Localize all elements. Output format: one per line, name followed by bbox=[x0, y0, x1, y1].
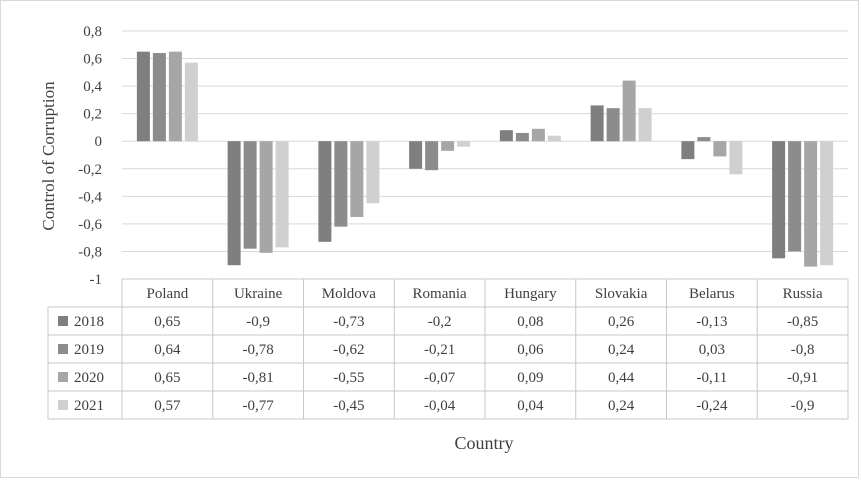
data-label: -0,9 bbox=[791, 398, 815, 414]
data-label: -0,62 bbox=[333, 342, 364, 358]
x-axis-label: Country bbox=[454, 433, 513, 453]
data-label: 0,65 bbox=[154, 314, 180, 330]
bar-2018-ukraine bbox=[227, 141, 241, 266]
bar-2020-poland bbox=[168, 51, 182, 142]
legend-swatch bbox=[58, 316, 68, 326]
data-label: 0,44 bbox=[608, 370, 635, 386]
legend-label: 2020 bbox=[74, 370, 104, 386]
y-tick-label: -0,6 bbox=[78, 217, 102, 233]
category-label: Russia bbox=[783, 286, 823, 302]
bar-2020-slovakia bbox=[622, 80, 636, 142]
data-label: 0,08 bbox=[517, 314, 543, 330]
category-label: Poland bbox=[147, 286, 189, 302]
legend-swatch bbox=[58, 372, 68, 382]
data-label: 0,26 bbox=[608, 314, 635, 330]
legend-label: 2018 bbox=[74, 314, 104, 330]
y-tick-label: -1 bbox=[90, 272, 103, 288]
y-tick-label: -0,2 bbox=[78, 162, 102, 178]
legend-label: 2019 bbox=[74, 342, 104, 358]
data-label: 0,24 bbox=[608, 398, 635, 414]
data-label: 0,04 bbox=[517, 398, 544, 414]
data-label: -0,78 bbox=[243, 342, 274, 358]
bar-2018-romania bbox=[409, 141, 423, 169]
category-label: Belarus bbox=[689, 286, 735, 302]
bar-2019-ukraine bbox=[243, 141, 257, 249]
bar-2018-slovakia bbox=[590, 105, 604, 142]
bar-2021-russia bbox=[820, 141, 834, 266]
bar-2019-russia bbox=[788, 141, 802, 252]
bar-2018-russia bbox=[772, 141, 786, 259]
data-label: 0,65 bbox=[154, 370, 180, 386]
data-table: Poland Ukraine Moldova Romania Hungary Slovak… bbox=[47, 278, 849, 420]
category-label: Romania bbox=[413, 286, 467, 302]
legend-swatch bbox=[58, 400, 68, 410]
bar-2020-hungary bbox=[531, 128, 545, 142]
y-tick-label: 0,8 bbox=[83, 24, 102, 40]
category-label: Slovakia bbox=[595, 286, 648, 302]
data-label: -0,07 bbox=[424, 370, 456, 386]
bar-2019-moldova bbox=[334, 141, 348, 227]
y-tick-label: 0,2 bbox=[83, 107, 102, 123]
bar-2020-romania bbox=[441, 141, 455, 151]
data-label: 0,06 bbox=[517, 342, 544, 358]
bar-2019-belarus bbox=[697, 137, 711, 142]
legend-label: 2021 bbox=[74, 398, 104, 414]
data-label: -0,24 bbox=[696, 398, 728, 414]
category-label: Hungary bbox=[504, 286, 557, 302]
bar-2020-ukraine bbox=[259, 141, 273, 253]
data-label: 0,57 bbox=[154, 398, 181, 414]
bar-2021-slovakia bbox=[638, 108, 652, 142]
data-label: 0,09 bbox=[517, 370, 543, 386]
bar-2020-russia bbox=[804, 141, 818, 267]
data-label: -0,81 bbox=[243, 370, 274, 386]
bar-2021-belarus bbox=[729, 141, 743, 175]
bar-2018-belarus bbox=[681, 141, 695, 160]
bar-2019-hungary bbox=[515, 132, 529, 142]
data-label: -0,13 bbox=[696, 314, 727, 330]
y-tick-label: 0 bbox=[95, 134, 103, 150]
data-label: 0,03 bbox=[699, 342, 725, 358]
bar-2021-poland bbox=[184, 62, 198, 142]
data-label: -0,91 bbox=[787, 370, 818, 386]
bars bbox=[136, 51, 834, 267]
data-label: -0,2 bbox=[428, 314, 452, 330]
data-label: -0,77 bbox=[243, 398, 275, 414]
bar-2019-slovakia bbox=[606, 108, 620, 142]
bar-2020-moldova bbox=[350, 141, 364, 217]
data-label: -0,55 bbox=[333, 370, 364, 386]
y-tick-label: 0,6 bbox=[83, 52, 102, 68]
gridlines bbox=[122, 30, 848, 252]
data-label: -0,85 bbox=[787, 314, 818, 330]
y-axis-ticks: 0,8 0,6 0,4 0,2 0 -0,2 -0,4 -0,6 -0,8 -1 bbox=[78, 24, 102, 288]
legend-swatch bbox=[58, 344, 68, 354]
category-label: Ukraine bbox=[234, 286, 283, 302]
data-label: -0,11 bbox=[697, 370, 728, 386]
bar-2020-belarus bbox=[713, 141, 727, 157]
bar-2018-hungary bbox=[499, 130, 513, 142]
y-tick-label: -0,8 bbox=[78, 244, 102, 260]
data-label: -0,8 bbox=[791, 342, 815, 358]
bar-2021-hungary bbox=[547, 135, 561, 142]
bar-2021-romania bbox=[457, 141, 471, 147]
bar-2018-poland bbox=[136, 51, 150, 142]
bar-2019-poland bbox=[152, 53, 166, 142]
data-label: -0,73 bbox=[333, 314, 364, 330]
data-label: -0,45 bbox=[333, 398, 364, 414]
data-label: -0,9 bbox=[246, 314, 270, 330]
y-tick-label: 0,4 bbox=[83, 79, 102, 95]
data-label: -0,04 bbox=[424, 398, 456, 414]
y-tick-label: -0,4 bbox=[78, 189, 102, 205]
bar-2018-moldova bbox=[318, 141, 332, 242]
category-label: Moldova bbox=[322, 286, 377, 302]
data-label: 0,24 bbox=[608, 342, 635, 358]
bar-2021-moldova bbox=[366, 141, 380, 204]
data-label: 0,64 bbox=[154, 342, 181, 358]
bar-2019-romania bbox=[425, 141, 439, 171]
data-label: -0,21 bbox=[424, 342, 455, 358]
bar-2021-ukraine bbox=[275, 141, 289, 248]
y-axis-label: Control of Corruption bbox=[39, 81, 58, 231]
